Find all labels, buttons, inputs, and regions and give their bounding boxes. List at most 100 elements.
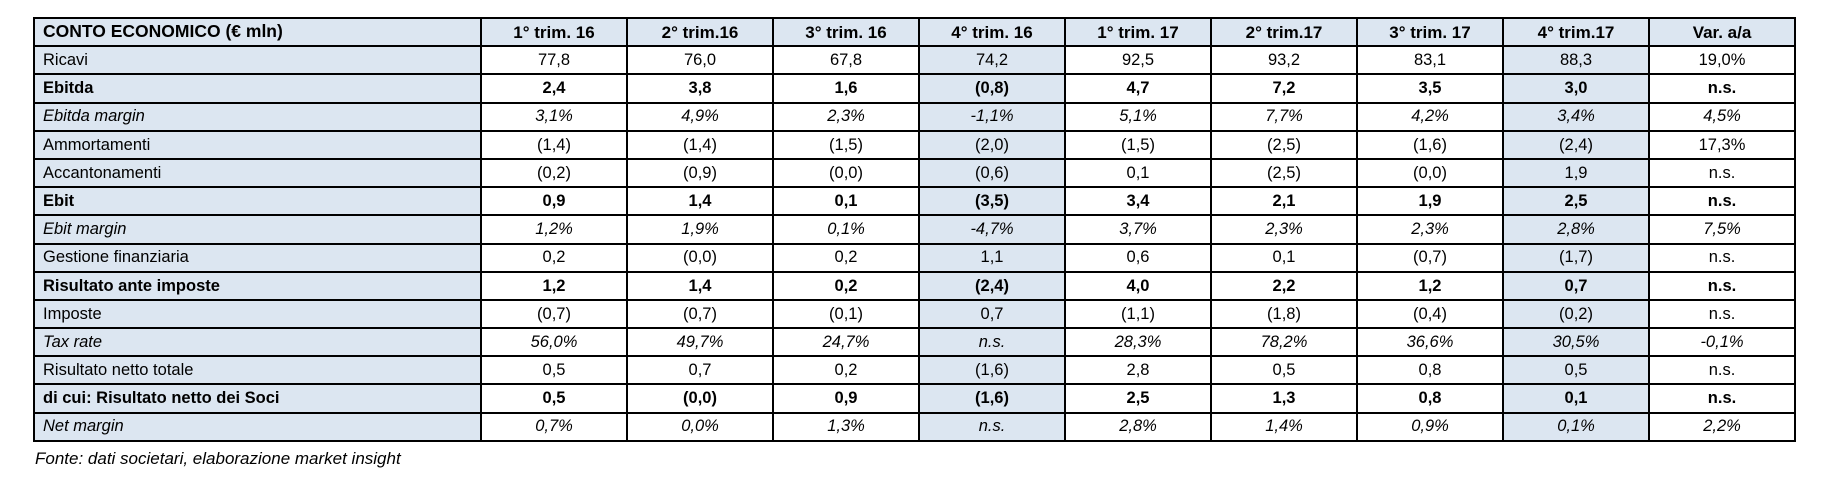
value-cell: 1,2% [480, 214, 628, 245]
value-cell: 5,1% [1064, 101, 1212, 132]
value-cell: (3,5) [918, 186, 1066, 217]
value-cell: 0,8 [1356, 355, 1504, 386]
value-cell: 0,9 [772, 383, 920, 414]
value-cell: n.s. [1648, 383, 1796, 414]
value-cell: 92,5 [1064, 45, 1212, 76]
value-cell: (0,0) [626, 242, 774, 273]
value-cell: 28,3% [1064, 327, 1212, 358]
value-cell: 1,2 [1356, 270, 1504, 301]
value-cell: 2,3% [1210, 214, 1358, 245]
value-cell: 1,4 [626, 270, 774, 301]
value-cell: 17,3% [1648, 129, 1796, 160]
value-cell: 77,8 [480, 45, 628, 76]
value-cell: (0,7) [1356, 242, 1504, 273]
value-cell: n.s. [1648, 298, 1796, 330]
value-cell: 0,5 [480, 383, 628, 414]
value-cell: 4,0 [1064, 270, 1212, 301]
value-cell: 56,0% [480, 327, 628, 358]
row-label: Gestione finanziaria [33, 242, 482, 273]
table-row: Risultato netto totale 0,5 0,7 0,2 (1,6) 2,8 0… [33, 355, 1796, 386]
value-cell: 0,6 [1064, 242, 1212, 273]
value-cell: (1,8) [1210, 298, 1358, 330]
value-cell: 1,9 [1502, 157, 1650, 189]
value-cell: 2,8 [1064, 355, 1212, 386]
column-header: 4° trim.17 [1502, 16, 1650, 48]
row-label: Ebitda margin [33, 101, 482, 132]
value-cell: 76,0 [626, 45, 774, 76]
value-cell: 0,7 [918, 298, 1066, 330]
table-row: Gestione finanziaria 0,2 (0,0) 0,2 1,1 0,6 0,1… [33, 242, 1796, 273]
column-header: 1° trim. 17 [1064, 16, 1212, 48]
value-cell: 88,3 [1502, 45, 1650, 76]
value-cell: n.s. [1648, 157, 1796, 189]
value-cell: (1,6) [918, 355, 1066, 386]
value-cell: 49,7% [626, 327, 774, 358]
value-cell: 0,7 [1502, 270, 1650, 301]
value-cell: (1,6) [918, 383, 1066, 414]
row-label: Ricavi [33, 45, 482, 76]
row-label: di cui: Risultato netto dei Soci [33, 383, 482, 414]
value-cell: 1,9 [1356, 186, 1504, 217]
table-row: Risultato ante imposte 1,2 1,4 0,2 (2,4) 4,0 2… [33, 270, 1796, 301]
value-cell: (1,6) [1356, 129, 1504, 160]
table-row: Ebit margin 1,2% 1,9% 0,1% -4,7% 3,7% 2,3% 2,3%… [33, 214, 1796, 245]
value-cell: 0,2 [772, 355, 920, 386]
value-cell: 3,4% [1502, 101, 1650, 132]
value-cell: 2,2% [1648, 411, 1796, 442]
value-cell: 0,1% [772, 214, 920, 245]
table-row: Accantonamenti (0,2) (0,9) (0,0) (0,6) 0,1 (2,… [33, 157, 1796, 189]
value-cell: 83,1 [1356, 45, 1504, 76]
value-cell: 1,2 [480, 270, 628, 301]
value-cell: (0,0) [1356, 157, 1504, 189]
value-cell: 2,5 [1502, 186, 1650, 217]
value-cell: 0,7% [480, 411, 628, 442]
value-cell: 78,2% [1210, 327, 1358, 358]
value-cell: n.s. [1648, 186, 1796, 217]
value-cell: 7,7% [1210, 101, 1358, 132]
value-cell: (1,1) [1064, 298, 1212, 330]
value-cell: (1,5) [1064, 129, 1212, 160]
value-cell: 2,8% [1064, 411, 1212, 442]
value-cell: 0,1 [1210, 242, 1358, 273]
value-cell: 36,6% [1356, 327, 1504, 358]
table-row: Ricavi 77,8 76,0 67,8 74,2 92,5 93,2 83,1 88,3 19… [33, 45, 1796, 76]
table-row: Ammortamenti (1,4) (1,4) (1,5) (2,0) (1,5) (2,… [33, 129, 1796, 160]
value-cell: 2,3% [1356, 214, 1504, 245]
value-cell: (2,5) [1210, 157, 1358, 189]
value-cell: -1,1% [918, 101, 1066, 132]
value-cell: 74,2 [918, 45, 1066, 76]
column-header: 4° trim. 16 [918, 16, 1066, 48]
value-cell: 19,0% [1648, 45, 1796, 76]
value-cell: 0,1 [1502, 383, 1650, 414]
value-cell: (1,5) [772, 129, 920, 160]
value-cell: (2,4) [1502, 129, 1650, 160]
value-cell: 7,2 [1210, 73, 1358, 104]
source-note: Fonte: dati societari, elaborazione mark… [35, 448, 401, 468]
row-label: Net margin [33, 411, 482, 442]
value-cell: -0,1% [1648, 327, 1796, 358]
table-row: Ebitda 2,4 3,8 1,6 (0,8) 4,7 7,2 3,5 3,0 n.s. [33, 73, 1796, 104]
value-cell: 3,5 [1356, 73, 1504, 104]
value-cell: 0,2 [480, 242, 628, 273]
value-cell: 0,9 [480, 186, 628, 217]
value-cell: 0,1% [1502, 411, 1650, 442]
value-cell: (0,7) [626, 298, 774, 330]
value-cell: (0,7) [480, 298, 628, 330]
value-cell: 2,2 [1210, 270, 1358, 301]
table-body: Ricavi 77,8 76,0 67,8 74,2 92,5 93,2 83,1 88,3 19… [33, 45, 1796, 442]
value-cell: 0,5 [1502, 355, 1650, 386]
row-label: Accantonamenti [33, 157, 482, 189]
value-cell: 93,2 [1210, 45, 1358, 76]
value-cell: 3,4 [1064, 186, 1212, 217]
table-row: Net margin 0,7% 0,0% 1,3% n.s. 2,8% 1,4% 0,9% 0,… [33, 411, 1796, 442]
value-cell: (0,8) [918, 73, 1066, 104]
value-cell: (0,4) [1356, 298, 1504, 330]
row-label: Ammortamenti [33, 129, 482, 160]
value-cell: n.s. [1648, 355, 1796, 386]
value-cell: 1,6 [772, 73, 920, 104]
value-cell: 4,9% [626, 101, 774, 132]
value-cell: (2,5) [1210, 129, 1358, 160]
value-cell: 30,5% [1502, 327, 1650, 358]
table-row: di cui: Risultato netto dei Soci 0,5 (0,0)… [33, 383, 1796, 414]
